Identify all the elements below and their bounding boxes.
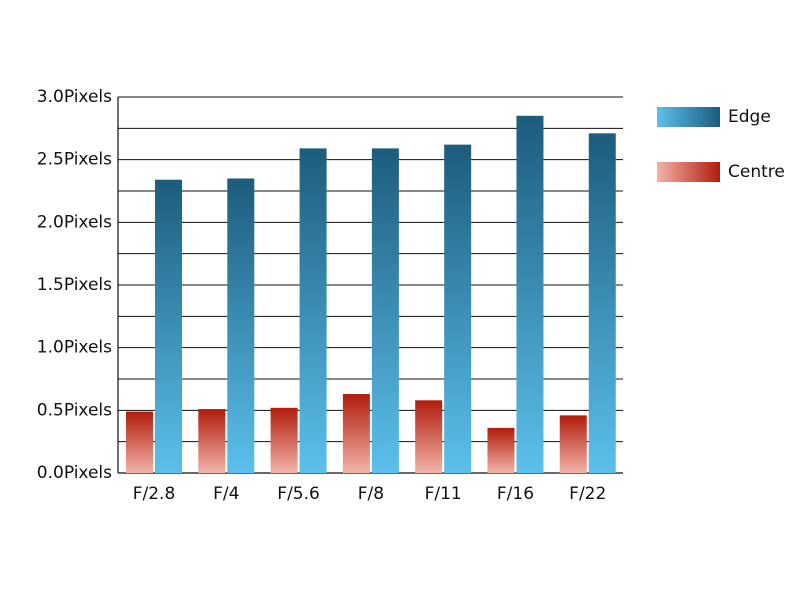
x-tick-label: F/5.6 — [277, 484, 320, 504]
bar — [342, 394, 370, 473]
bar — [155, 179, 182, 473]
legend-swatch — [657, 162, 720, 182]
bar — [444, 144, 472, 474]
bar — [415, 400, 443, 473]
bar — [588, 133, 616, 473]
bar — [371, 148, 399, 474]
y-tick-label: 1.5Pixels — [37, 275, 112, 295]
bar — [198, 409, 226, 473]
bar — [487, 427, 515, 473]
legend-swatch — [657, 107, 720, 127]
bar — [227, 178, 255, 473]
y-tick-label: 1.0Pixels — [37, 338, 112, 358]
bar — [299, 148, 327, 474]
bar — [559, 415, 587, 473]
y-tick-label: 2.0Pixels — [37, 212, 112, 232]
y-tick-label: 0.0Pixels — [37, 463, 112, 483]
x-tick-label: F/2.8 — [133, 484, 176, 504]
x-tick-label: F/11 — [425, 484, 462, 504]
y-tick-label: 0.5Pixels — [37, 400, 112, 420]
x-tick-label: F/16 — [497, 484, 534, 504]
y-tick-label: 3.0Pixels — [37, 87, 112, 107]
legend-label: Centre — [728, 162, 785, 182]
bar — [516, 115, 544, 474]
y-tick-label: 2.5Pixels — [37, 150, 112, 170]
bar — [126, 411, 153, 473]
x-tick-label: F/4 — [213, 484, 239, 504]
legend-label: Edge — [728, 107, 771, 127]
x-tick-label: F/8 — [358, 484, 384, 504]
x-tick-label: F/22 — [569, 484, 606, 504]
bar — [270, 407, 298, 473]
